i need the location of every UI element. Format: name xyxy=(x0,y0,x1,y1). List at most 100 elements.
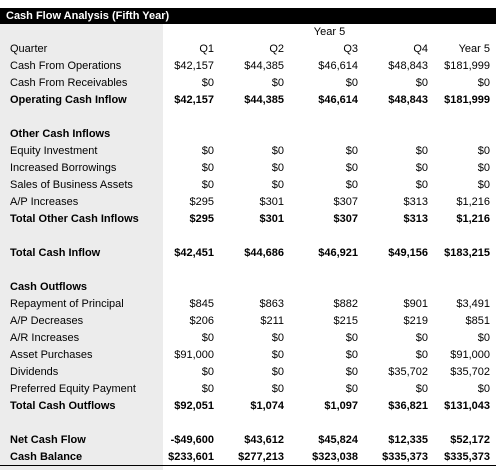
cell-q1[interactable]: $0 xyxy=(201,77,214,89)
cell-year-5[interactable]: $0 xyxy=(477,332,490,344)
cell-q1[interactable]: $0 xyxy=(201,383,214,395)
cell-q2[interactable]: $301 xyxy=(259,196,284,208)
cell-q2[interactable]: $44,385 xyxy=(244,60,284,72)
cell-q3[interactable]: $46,614 xyxy=(318,60,358,72)
cell-q1[interactable]: $295 xyxy=(189,196,214,208)
cell-q3[interactable]: $0 xyxy=(345,162,358,174)
cell-q1[interactable]: $42,157 xyxy=(174,94,214,106)
cell-q2[interactable]: $0 xyxy=(271,366,284,378)
cell-year-5[interactable]: $1,216 xyxy=(456,196,490,208)
cell-year-5[interactable]: $335,373 xyxy=(444,451,490,463)
cell-q2[interactable]: $863 xyxy=(259,298,284,310)
cell-q4[interactable]: $0 xyxy=(415,77,428,89)
cell-q4[interactable]: $0 xyxy=(415,162,428,174)
cell-q4[interactable]: $0 xyxy=(415,383,428,395)
cell-q2[interactable]: $0 xyxy=(271,332,284,344)
cell-q2[interactable]: $43,612 xyxy=(244,434,284,446)
cell-q4[interactable]: $36,821 xyxy=(388,400,428,412)
cell-q4[interactable]: $49,156 xyxy=(388,247,428,259)
cell-q3[interactable]: $0 xyxy=(345,383,358,395)
row-label: Cash Balance xyxy=(10,451,83,463)
cell-year-5[interactable]: $0 xyxy=(477,179,490,191)
cell-q1[interactable]: $0 xyxy=(201,162,214,174)
cell-year-5[interactable]: $181,999 xyxy=(444,94,490,106)
cell-q4[interactable]: $219 xyxy=(403,315,428,327)
cell-year-5[interactable]: $3,491 xyxy=(456,298,490,310)
cell-q3[interactable]: $0 xyxy=(345,77,358,89)
column-header-q3[interactable]: Q3 xyxy=(343,43,358,55)
cell-q3[interactable]: $0 xyxy=(345,332,358,344)
column-header-q2[interactable]: Q2 xyxy=(269,43,284,55)
cell-q2[interactable]: $0 xyxy=(271,383,284,395)
cell-q2[interactable]: $277,213 xyxy=(238,451,284,463)
cell-q3[interactable]: $323,038 xyxy=(312,451,358,463)
cell-year-5[interactable]: $131,043 xyxy=(444,400,490,412)
cell-q1[interactable]: $206 xyxy=(189,315,214,327)
cell-q2[interactable]: $0 xyxy=(271,162,284,174)
cell-q3[interactable]: $45,824 xyxy=(318,434,358,446)
cell-q3[interactable]: $0 xyxy=(345,349,358,361)
cell-q3[interactable]: $307 xyxy=(333,213,358,225)
row-label: Sales of Business Assets xyxy=(10,179,133,191)
cell-q2[interactable]: $0 xyxy=(271,349,284,361)
cell-q2[interactable]: $1,074 xyxy=(250,400,284,412)
table-row-spacer-3 xyxy=(0,262,496,279)
table-row-spacer-2 xyxy=(0,228,496,245)
cell-q3[interactable]: $46,614 xyxy=(318,94,358,106)
cell-q4[interactable]: $313 xyxy=(403,213,428,225)
cell-year-5[interactable]: $52,172 xyxy=(450,434,490,446)
cell-year-5[interactable]: $35,702 xyxy=(450,366,490,378)
column-header-q1[interactable]: Q1 xyxy=(199,43,214,55)
cell-q2[interactable]: $211 xyxy=(260,315,284,327)
cell-q4[interactable]: $48,843 xyxy=(388,94,428,106)
cell-q3[interactable]: $882 xyxy=(333,298,358,310)
cell-year-5[interactable]: $0 xyxy=(477,162,490,174)
cell-q4[interactable]: $12,335 xyxy=(388,434,428,446)
cell-year-5[interactable]: $851 xyxy=(465,315,490,327)
cell-year-5[interactable]: $0 xyxy=(477,77,490,89)
cell-q4[interactable]: $35,702 xyxy=(388,366,428,378)
cell-q1[interactable]: -$49,600 xyxy=(170,434,214,446)
cell-year-5[interactable]: $91,000 xyxy=(450,349,490,361)
cell-year-5[interactable]: $0 xyxy=(477,383,490,395)
cell-q3[interactable]: $307 xyxy=(333,196,358,208)
cell-q4[interactable]: $901 xyxy=(403,298,428,310)
cell-q1[interactable]: $42,451 xyxy=(174,247,214,259)
cell-q1[interactable]: $0 xyxy=(201,145,214,157)
cell-q2[interactable]: $0 xyxy=(271,77,284,89)
cell-q3[interactable]: $1,097 xyxy=(324,400,358,412)
cell-q3[interactable]: $0 xyxy=(345,145,358,157)
cell-q4[interactable]: $335,373 xyxy=(382,451,428,463)
column-header-year-5[interactable]: Year 5 xyxy=(458,43,490,55)
cell-q1[interactable]: $0 xyxy=(201,366,214,378)
cell-year-5[interactable]: $183,215 xyxy=(444,247,490,259)
cell-year-5[interactable]: $0 xyxy=(477,145,490,157)
cell-q3[interactable]: $215 xyxy=(333,315,358,327)
column-header-q4[interactable]: Q4 xyxy=(413,43,428,55)
cell-q4[interactable]: $48,843 xyxy=(388,60,428,72)
cell-year-5[interactable]: $1,216 xyxy=(456,213,490,225)
cell-q1[interactable]: $0 xyxy=(201,179,214,191)
cell-q2[interactable]: $301 xyxy=(259,213,284,225)
cell-q1[interactable]: $42,157 xyxy=(174,60,214,72)
cell-q3[interactable]: $46,921 xyxy=(318,247,358,259)
cell-year-5[interactable]: $181,999 xyxy=(444,60,490,72)
cell-q1[interactable]: $233,601 xyxy=(168,451,214,463)
cell-q3[interactable]: $0 xyxy=(345,179,358,191)
cell-q1[interactable]: $0 xyxy=(201,332,214,344)
cell-q4[interactable]: $0 xyxy=(415,332,428,344)
cell-q2[interactable]: $44,686 xyxy=(244,247,284,259)
cell-q4[interactable]: $0 xyxy=(415,349,428,361)
cell-q1[interactable]: $91,000 xyxy=(174,349,214,361)
cell-q4[interactable]: $0 xyxy=(415,179,428,191)
cell-q1[interactable]: $845 xyxy=(189,298,214,310)
cell-q4[interactable]: $0 xyxy=(415,145,428,157)
cell-q1[interactable]: $295 xyxy=(189,213,214,225)
cell-q2[interactable]: $0 xyxy=(271,145,284,157)
cell-q2[interactable]: $44,385 xyxy=(244,94,284,106)
cell-q2[interactable]: $0 xyxy=(271,179,284,191)
cell-q4[interactable]: $313 xyxy=(403,196,428,208)
cell-q1[interactable]: $92,051 xyxy=(174,400,214,412)
table-row-other-cash-inflows: Other Cash Inflows xyxy=(0,126,496,143)
cell-q3[interactable]: $0 xyxy=(345,366,358,378)
